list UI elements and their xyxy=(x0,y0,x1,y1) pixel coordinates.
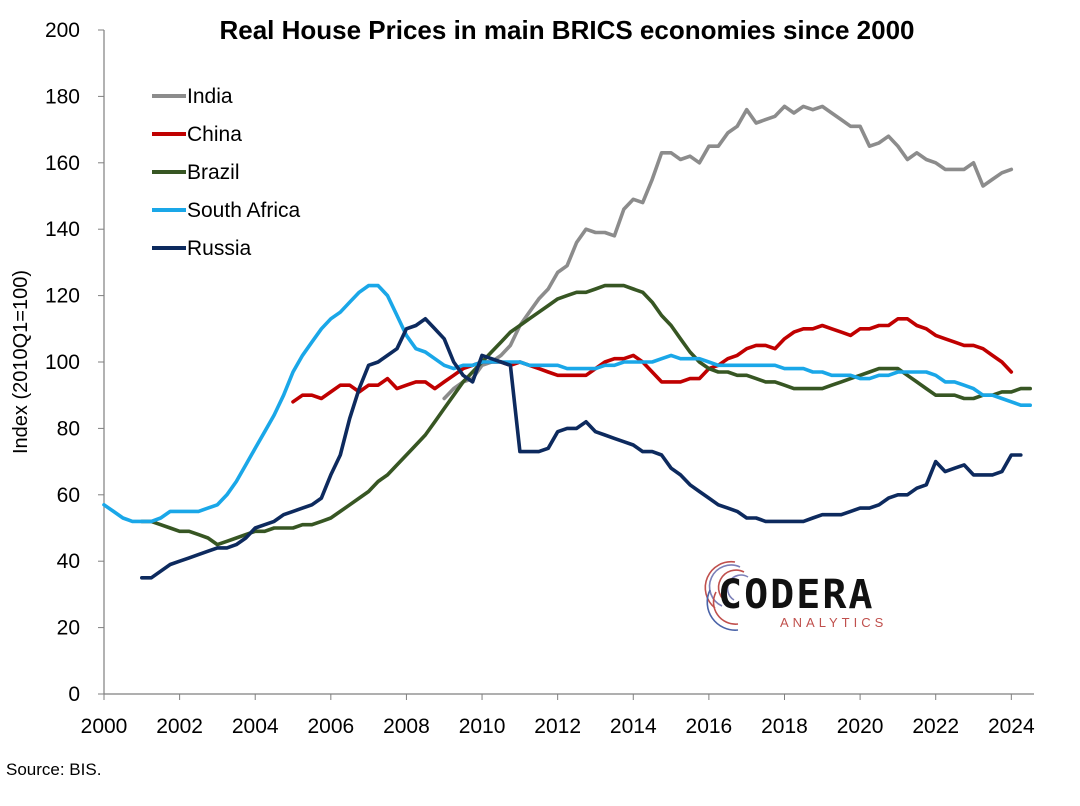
codera-logo: CODERA ANALYTICS xyxy=(704,560,887,631)
y-tick-label: 20 xyxy=(57,617,80,640)
logo-tagline: ANALYTICS xyxy=(780,615,887,630)
legend-label-china: China xyxy=(187,123,242,146)
legend: India China Brazil South Africa Russia xyxy=(152,85,301,260)
x-tick-label: 2020 xyxy=(837,715,884,738)
legend-label-russia: Russia xyxy=(187,237,252,260)
series-line-india xyxy=(442,104,1014,401)
chart-title: Real House Prices in main BRICS economie… xyxy=(219,15,914,45)
fingerprint-icon xyxy=(704,560,749,631)
x-axis: 2000 2002 2004 2006 2008 2010 2012 2014 2016 2018… xyxy=(81,693,1035,738)
y-tick-label: 60 xyxy=(57,484,80,507)
y-tick-label: 120 xyxy=(45,285,80,308)
y-tick-label: 180 xyxy=(45,85,80,108)
y-tick-label: 0 xyxy=(68,683,80,706)
x-tick-label: 2014 xyxy=(610,715,657,738)
y-tick-label: 160 xyxy=(45,152,80,175)
y-tick-label: 80 xyxy=(57,417,80,440)
x-tick-label: 2010 xyxy=(459,715,506,738)
series-lines xyxy=(102,104,1032,580)
series-line-russia xyxy=(140,317,1023,580)
y-axis: 0 20 40 60 80 100 120 140 160 180 200 xyxy=(45,19,105,706)
x-tick-label: 2006 xyxy=(307,715,354,738)
x-tick-label: 2024 xyxy=(988,715,1035,738)
y-tick-label: 200 xyxy=(45,19,80,42)
legend-label-brazil: Brazil xyxy=(187,161,240,184)
x-tick-label: 2012 xyxy=(534,715,581,738)
x-tick-label: 2004 xyxy=(232,715,279,738)
y-tick-label: 140 xyxy=(45,218,80,241)
series-line-brazil xyxy=(140,283,1032,547)
series-line-china xyxy=(291,317,1014,404)
x-tick-label: 2022 xyxy=(912,715,959,738)
series-line-south-africa xyxy=(102,283,1032,524)
x-tick-label: 2016 xyxy=(686,715,733,738)
y-axis-label: Index (2010Q1=100) xyxy=(10,270,32,454)
logo-name: CODERA xyxy=(718,572,875,618)
x-tick-label: 2000 xyxy=(81,715,128,738)
y-tick-label: 100 xyxy=(45,351,80,374)
x-tick-label: 2008 xyxy=(383,715,430,738)
legend-label-india: India xyxy=(187,85,233,108)
x-tick-label: 2018 xyxy=(761,715,808,738)
line-chart: Real House Prices in main BRICS economie… xyxy=(10,15,1035,738)
source-note: Source: BIS. xyxy=(6,760,102,779)
legend-label-south-africa: South Africa xyxy=(187,199,301,222)
y-tick-label: 40 xyxy=(57,550,80,573)
x-tick-label: 2002 xyxy=(156,715,203,738)
